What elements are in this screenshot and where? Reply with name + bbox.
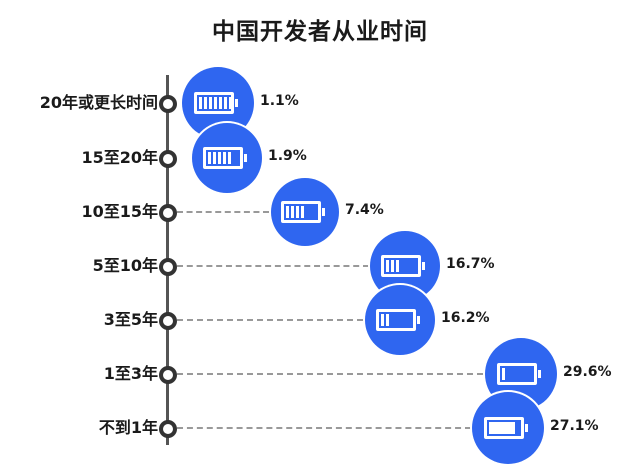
dashed-leader-line bbox=[177, 319, 363, 321]
dashed-leader-line bbox=[177, 373, 483, 375]
battery-icon bbox=[376, 309, 420, 331]
battery-icon bbox=[484, 417, 528, 439]
chart-title: 中国开发者从业时间 bbox=[212, 19, 428, 45]
battery-icon bbox=[381, 255, 425, 277]
category-label: 15至20年 bbox=[81, 148, 158, 167]
timeline-node-icon bbox=[159, 420, 177, 438]
category-label: 3至5年 bbox=[103, 310, 158, 329]
timeline-node-icon bbox=[159, 312, 177, 330]
value-bubble bbox=[271, 178, 339, 246]
percentage-value: 29.6% bbox=[563, 364, 612, 380]
percentage-value: 1.9% bbox=[268, 148, 307, 164]
value-bubble bbox=[192, 123, 262, 193]
category-label: 10至15年 bbox=[81, 202, 158, 221]
timeline-node-icon bbox=[159, 204, 177, 222]
percentage-value: 16.7% bbox=[446, 256, 495, 272]
category-label: 5至10年 bbox=[92, 256, 158, 275]
dashed-leader-line bbox=[177, 265, 369, 267]
timeline-node-icon bbox=[159, 258, 177, 276]
battery-icon bbox=[194, 92, 238, 114]
battery-icon bbox=[281, 201, 325, 223]
percentage-value: 1.1% bbox=[260, 93, 299, 109]
category-label: 不到1年 bbox=[98, 418, 158, 437]
dashed-leader-line bbox=[177, 427, 471, 429]
percentage-value: 27.1% bbox=[550, 418, 599, 434]
category-label: 1至3年 bbox=[103, 364, 158, 383]
timeline-node-icon bbox=[159, 95, 177, 113]
timeline-node-icon bbox=[159, 150, 177, 168]
value-bubble bbox=[365, 285, 435, 355]
percentage-value: 16.2% bbox=[441, 310, 490, 326]
battery-icon bbox=[203, 147, 247, 169]
category-label: 20年或更长时间 bbox=[39, 93, 158, 112]
value-bubble bbox=[472, 392, 544, 464]
percentage-value: 7.4% bbox=[345, 202, 384, 218]
battery-icon bbox=[497, 363, 541, 385]
dashed-leader-line bbox=[177, 211, 269, 213]
timeline-node-icon bbox=[159, 366, 177, 384]
